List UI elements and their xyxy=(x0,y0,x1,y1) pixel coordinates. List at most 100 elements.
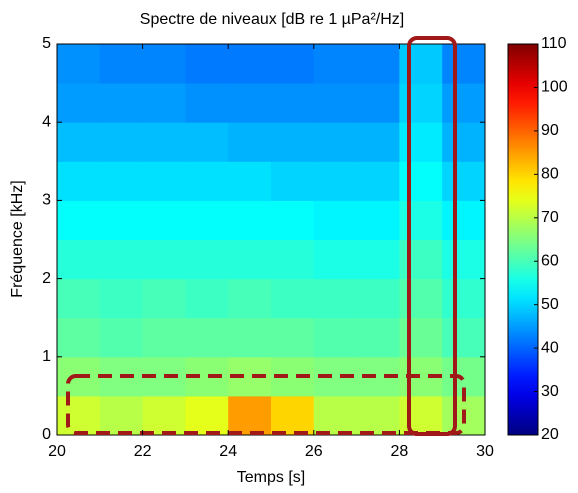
x-tick-label: 24 xyxy=(219,443,237,460)
heatmap-cell xyxy=(185,395,229,436)
heatmap-cell xyxy=(271,161,315,201)
x-tick-label: 28 xyxy=(391,443,409,460)
heatmap-cell xyxy=(142,278,186,319)
heatmap-cell xyxy=(99,122,144,162)
heatmap-cell xyxy=(142,161,186,201)
heatmap-cell xyxy=(442,239,486,280)
heatmap-cell xyxy=(313,161,358,201)
colorbar-tick-label: 60 xyxy=(541,252,559,269)
heatmap-cell xyxy=(228,395,272,436)
heatmap-cell xyxy=(313,395,358,436)
colorbar xyxy=(508,44,538,435)
heatmap-cell xyxy=(185,83,229,123)
heatmap-cell xyxy=(99,44,144,84)
heatmap-cell xyxy=(142,395,186,436)
heatmap-cell xyxy=(185,200,229,240)
heatmap-cell xyxy=(442,44,486,84)
heatmap-cell xyxy=(442,122,486,162)
heatmap-cell xyxy=(57,278,101,319)
heatmap-cell xyxy=(99,317,144,358)
x-tick-label: 20 xyxy=(48,443,66,460)
y-axis-label: Fréquence [kHz] xyxy=(9,180,26,297)
heatmap-cell xyxy=(356,239,400,280)
y-tick-label: 0 xyxy=(42,426,51,443)
heatmap-cell xyxy=(185,161,229,201)
y-tick-label: 4 xyxy=(42,113,51,130)
chart-title: Spectre de niveaux [dB re 1 µPa²/Hz] xyxy=(140,11,404,28)
heatmap-cell xyxy=(228,83,272,123)
heatmap-cell xyxy=(142,44,186,84)
heatmap-cell xyxy=(228,200,272,240)
heatmap-cell xyxy=(142,317,186,358)
colorbar-tick-label: 20 xyxy=(541,426,559,443)
heatmap-cell xyxy=(271,83,315,123)
heatmap-cell xyxy=(399,161,443,201)
colorbar-tick-label: 50 xyxy=(541,296,559,313)
heatmap-cell xyxy=(399,200,443,240)
heatmap-cell xyxy=(313,239,358,280)
colorbar-tick-label: 110 xyxy=(541,35,567,52)
heatmap-cell xyxy=(228,317,272,358)
heatmap-cell xyxy=(228,161,272,201)
heatmap-cell xyxy=(356,161,400,201)
colorbar-tick-label: 70 xyxy=(541,209,559,226)
heatmap-cell xyxy=(399,278,443,319)
heatmap-cell xyxy=(313,122,358,162)
heatmap-cell xyxy=(57,395,101,436)
heatmap-cell xyxy=(142,83,186,123)
heatmap-cell xyxy=(356,83,400,123)
heatmap-cell xyxy=(271,44,315,84)
heatmap-cell xyxy=(356,317,400,358)
heatmap-cell xyxy=(57,44,101,84)
x-tick-label: 22 xyxy=(134,443,152,460)
heatmap-cell xyxy=(313,278,358,319)
y-tick-label: 1 xyxy=(42,348,51,365)
heatmap-cell xyxy=(399,395,443,436)
y-tick-label: 5 xyxy=(42,35,51,52)
heatmap-cell xyxy=(99,161,144,201)
colorbar-tick-label: 30 xyxy=(541,383,559,400)
heatmap-cell xyxy=(57,83,101,123)
heatmap-cell xyxy=(356,395,400,436)
heatmap-cell xyxy=(228,122,272,162)
heatmap-cell xyxy=(356,200,400,240)
colorbar-tick-label: 100 xyxy=(541,79,568,96)
heatmap-cell xyxy=(271,239,315,280)
heatmap-cell xyxy=(228,44,272,84)
colorbar-frame xyxy=(507,43,539,436)
heatmap-cell xyxy=(99,239,144,280)
heatmap-cell xyxy=(442,200,486,240)
heatmap-cell xyxy=(99,83,144,123)
heatmap-cell xyxy=(313,83,358,123)
heatmap-cell xyxy=(399,122,443,162)
heatmap-cell xyxy=(99,278,144,319)
x-tick-label: 26 xyxy=(305,443,323,460)
heatmap-cell xyxy=(399,239,443,280)
heatmap-cell xyxy=(442,83,486,123)
heatmap-cell xyxy=(57,122,101,162)
heatmap-cell xyxy=(142,200,186,240)
x-tick-label: 30 xyxy=(476,443,494,460)
heatmap-cell xyxy=(356,278,400,319)
heatmap-cell xyxy=(142,122,186,162)
highlight-box-dashed xyxy=(66,374,466,435)
heatmap-cell xyxy=(57,239,101,280)
heatmap-cell xyxy=(185,278,229,319)
heatmap-cell xyxy=(185,239,229,280)
heatmap xyxy=(57,44,486,436)
heatmap-cell xyxy=(185,44,229,84)
heatmap-cell xyxy=(57,200,101,240)
x-axis-label: Temps [s] xyxy=(237,469,305,486)
heatmap-cell xyxy=(57,317,101,358)
heatmap-cell xyxy=(99,200,144,240)
colorbar-tick-label: 90 xyxy=(541,122,559,139)
heatmap-cell xyxy=(399,44,443,84)
y-tick-label: 2 xyxy=(42,270,51,287)
heatmap-cell xyxy=(399,317,443,358)
heatmap-cell xyxy=(313,200,358,240)
heatmap-cell xyxy=(271,395,315,436)
heatmap-cell xyxy=(271,200,315,240)
heatmap-cell xyxy=(271,317,315,358)
colorbar-tick-label: 40 xyxy=(541,339,559,356)
